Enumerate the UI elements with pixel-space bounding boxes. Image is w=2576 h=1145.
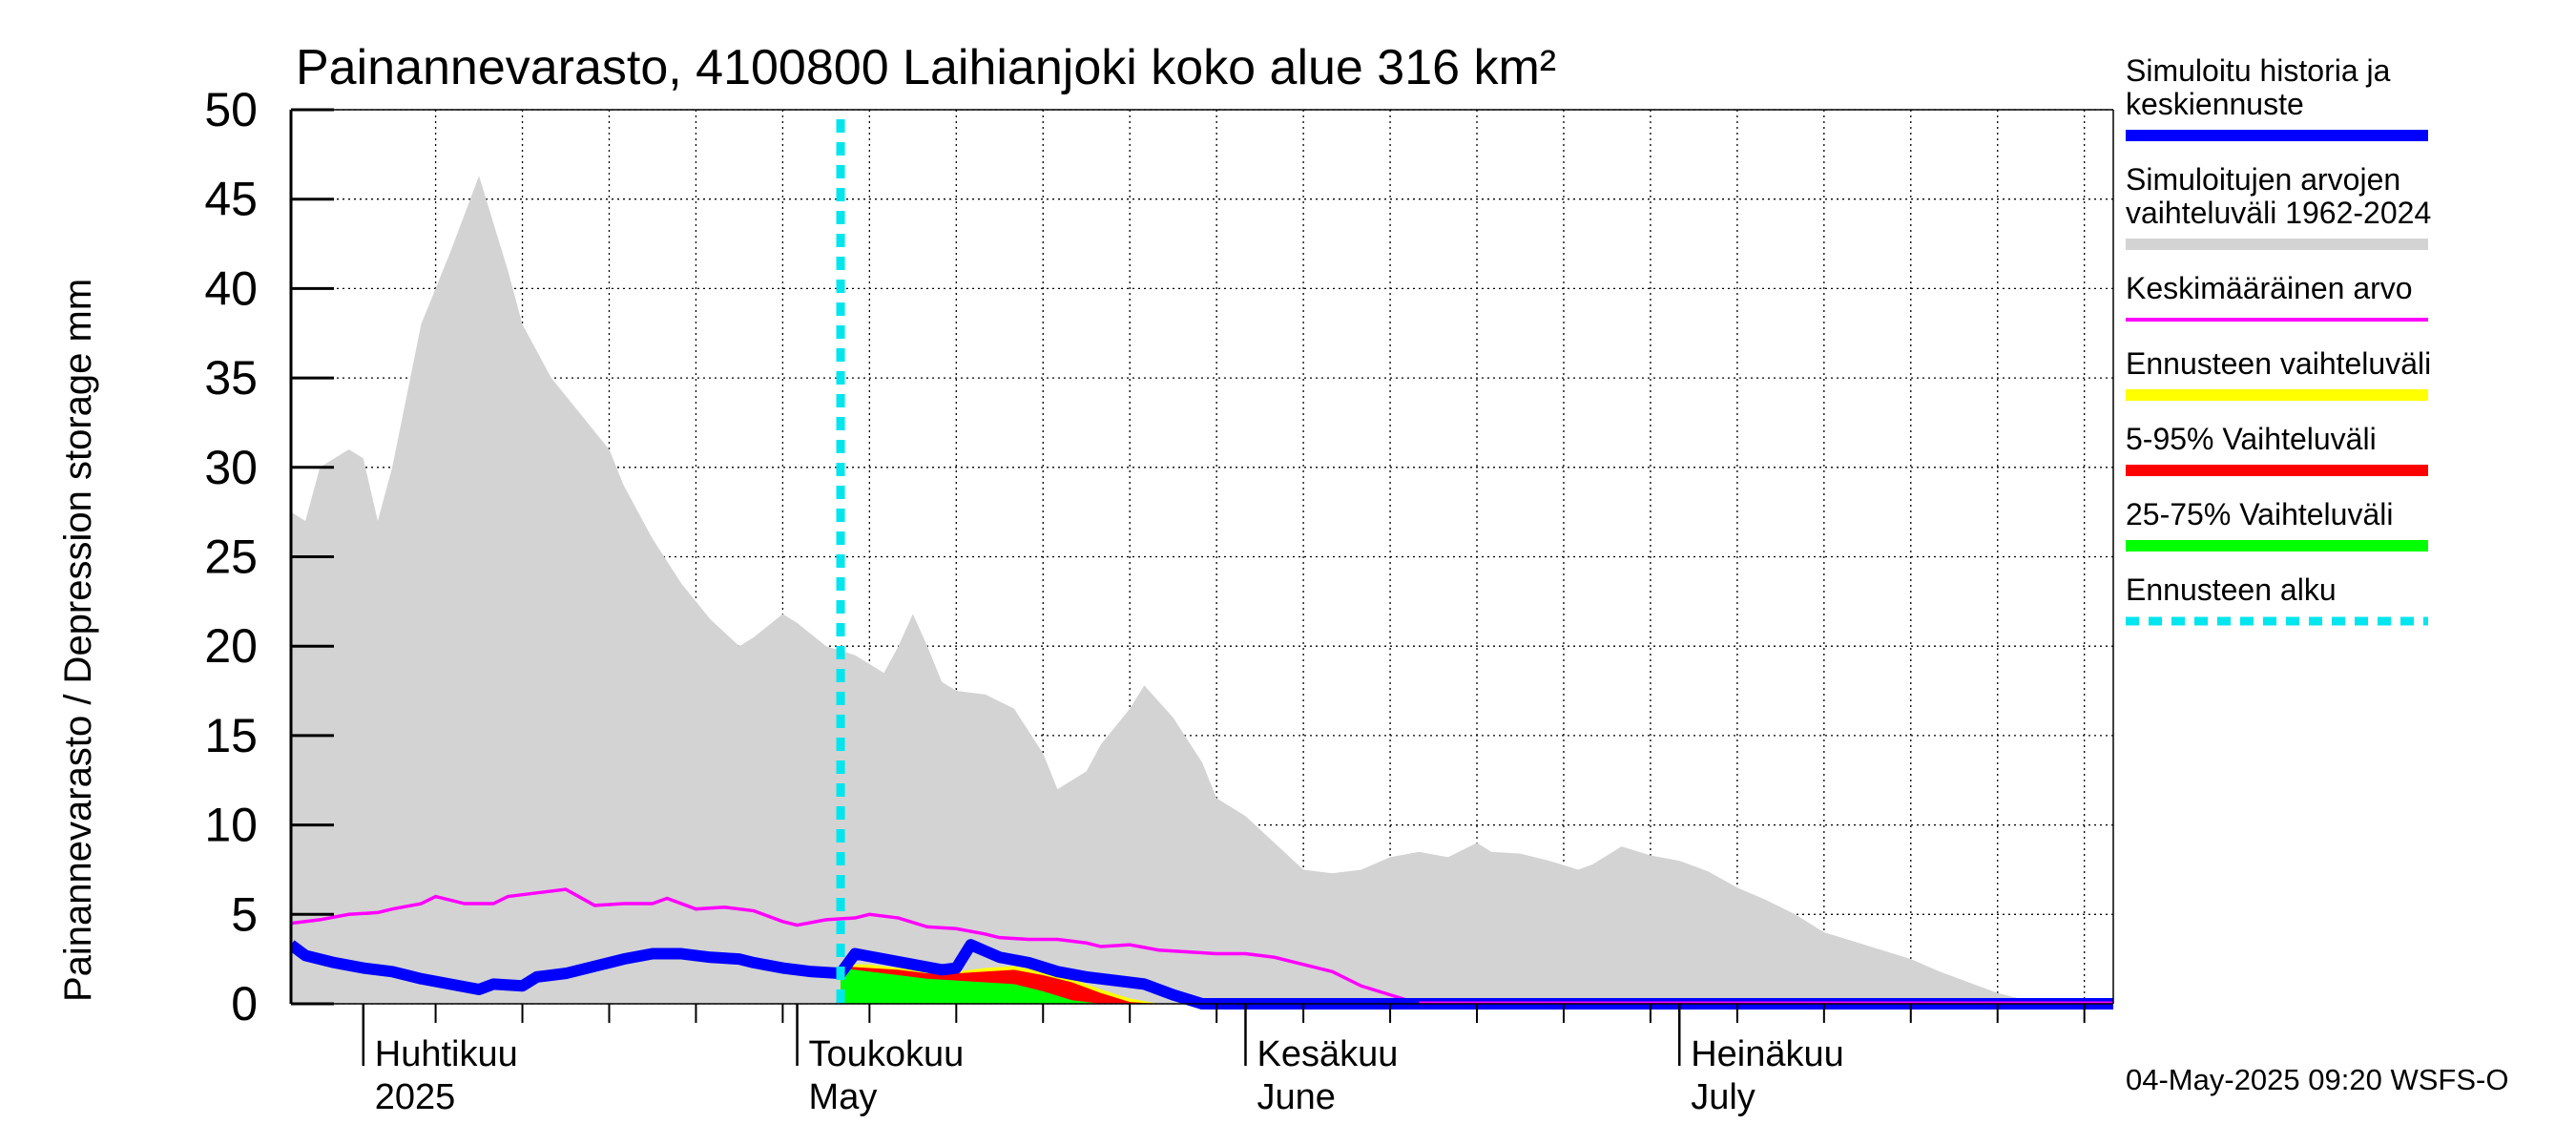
legend-label: Simuloitu historia ja bbox=[2126, 53, 2391, 88]
mean-line bbox=[291, 887, 2113, 1006]
y-axis: 0 5 10 15 20 25 30 35 40 45 50 bbox=[204, 83, 334, 1030]
y-axis-label: Painannevarasto / Depression storage mm bbox=[57, 279, 99, 1002]
legend-label: Keskimääräinen arvo bbox=[2126, 271, 2413, 305]
y-tick-label: 50 bbox=[204, 83, 258, 136]
x-month-sublabel: 2025 bbox=[375, 1077, 456, 1117]
legend-label: vaihteluväli 1962-2024 bbox=[2126, 196, 2431, 230]
x-month-label: Heinäkuu bbox=[1691, 1034, 1844, 1074]
x-month-sublabel: May bbox=[809, 1077, 878, 1117]
legend-label: Ennusteen alku bbox=[2126, 572, 2337, 607]
y-tick-label: 25 bbox=[204, 531, 258, 584]
footer-timestamp: 04-May-2025 09:20 WSFS-O bbox=[2126, 1063, 2508, 1096]
y-tick-label: 45 bbox=[204, 173, 258, 226]
y-tick-label: 15 bbox=[204, 709, 258, 762]
y-tick-label: 0 bbox=[231, 977, 258, 1030]
plot-area bbox=[289, 109, 2114, 1010]
legend-label: 25-75% Vaihteluväli bbox=[2126, 497, 2393, 531]
x-month-label: Kesäkuu bbox=[1257, 1034, 1398, 1074]
y-tick-label: 40 bbox=[204, 261, 258, 315]
y-tick-label: 20 bbox=[204, 619, 258, 673]
legend-label: 5-95% Vaihteluväli bbox=[2126, 422, 2377, 456]
p25-75-area bbox=[841, 968, 1101, 1004]
series-layer bbox=[291, 176, 2113, 1010]
legend-label: keskiennuste bbox=[2126, 87, 2304, 121]
x-month-sublabel: July bbox=[1691, 1077, 1755, 1117]
x-month-sublabel: June bbox=[1257, 1077, 1335, 1117]
y-tick-label: 5 bbox=[231, 887, 258, 941]
x-month-label: Toukokuu bbox=[809, 1034, 965, 1074]
y-tick-label: 10 bbox=[204, 799, 258, 852]
chart-title: Painannevarasto, 4100800 Laihianjoki kok… bbox=[296, 40, 1556, 95]
x-month-label: Huhtikuu bbox=[375, 1034, 518, 1074]
history-line bbox=[291, 939, 2113, 1010]
range-band-area bbox=[291, 176, 2113, 1004]
legend-label: Simuloitujen arvojen bbox=[2126, 162, 2400, 197]
y-tick-label: 35 bbox=[204, 351, 258, 405]
legend-label: Ennusteen vaihteluväli bbox=[2126, 346, 2431, 381]
y-tick-label: 30 bbox=[204, 441, 258, 494]
